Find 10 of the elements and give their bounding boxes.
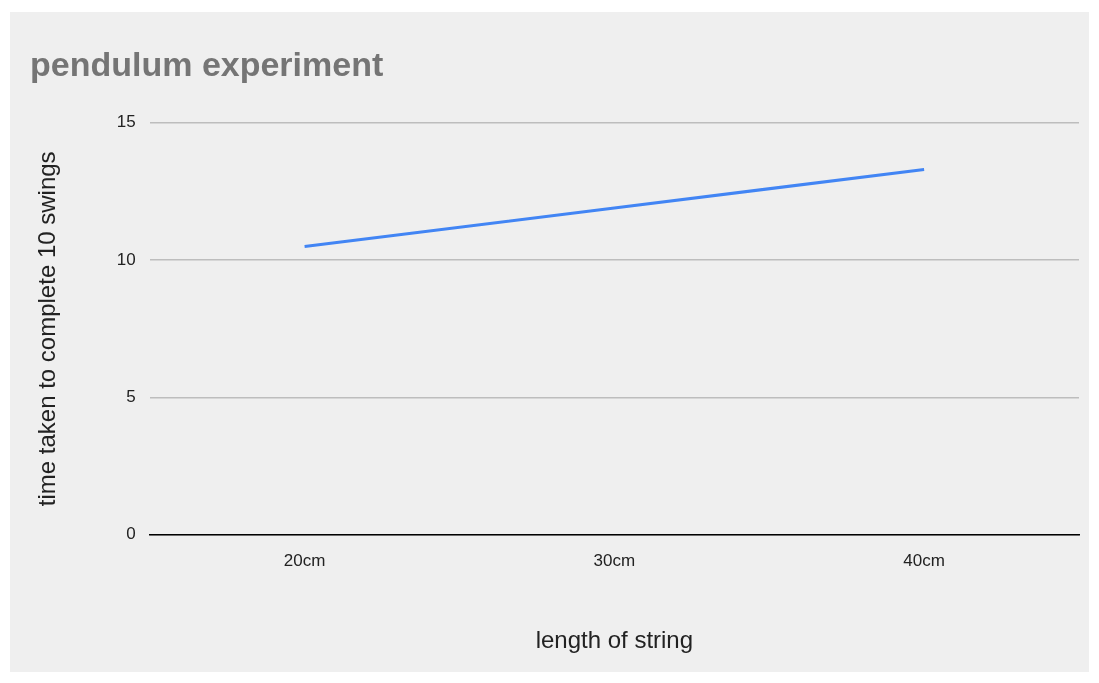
x-axis-title: length of string bbox=[535, 626, 694, 654]
chart-title: pendulum experiment bbox=[30, 44, 384, 83]
y-tick-label: 15 bbox=[116, 112, 136, 132]
y-tick-label: 5 bbox=[126, 387, 136, 407]
y-tick-label: 10 bbox=[116, 249, 136, 269]
x-tick-label: 20cm bbox=[283, 550, 326, 570]
y-axis-title: time taken to complete 10 swings bbox=[33, 151, 61, 507]
y-tick-label: 0 bbox=[126, 524, 136, 544]
x-tick-label: 30cm bbox=[593, 550, 636, 570]
x-tick-label: 40cm bbox=[903, 550, 945, 570]
